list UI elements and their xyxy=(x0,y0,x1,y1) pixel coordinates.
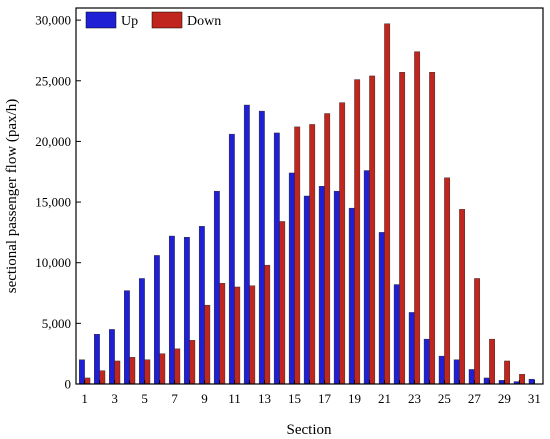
bar-down-14 xyxy=(279,221,286,385)
legend-swatch-down xyxy=(151,11,183,29)
bar-down-11 xyxy=(234,286,241,385)
bar-down-16 xyxy=(309,124,316,385)
y-tick-label: 5,000 xyxy=(42,316,71,331)
bar-down-29 xyxy=(504,360,510,385)
bar-down-13 xyxy=(264,264,271,385)
bar-up-16 xyxy=(303,195,310,385)
bar-up-1 xyxy=(79,359,85,385)
bar-up-8 xyxy=(183,237,190,385)
bar-down-1 xyxy=(84,377,91,385)
x-tick-label: 7 xyxy=(171,391,178,406)
bar-up-2 xyxy=(94,334,100,385)
bar-down-25 xyxy=(444,177,451,385)
x-tick-label: 1 xyxy=(81,391,88,406)
x-axis: 1 3 5 7 9 11 13 15 17 19 21 23 25 27 29 31 xyxy=(81,380,541,406)
bar-down-27 xyxy=(474,278,481,385)
x-tick-label: 15 xyxy=(288,391,301,406)
bar-up-28 xyxy=(483,377,490,385)
y-tick-label: 20,000 xyxy=(35,134,71,149)
x-tick-label: 23 xyxy=(408,391,421,406)
y-tick-label: 15,000 xyxy=(35,195,71,210)
bar-down-18 xyxy=(339,102,346,385)
bar-up-11 xyxy=(228,133,235,385)
bar-down-28 xyxy=(489,338,495,385)
bar-up-15 xyxy=(288,172,295,385)
bar-up-4 xyxy=(123,290,130,385)
x-axis-title: Section xyxy=(287,422,332,438)
x-tick-label: 27 xyxy=(468,391,482,406)
bar-down-21 xyxy=(384,23,391,385)
bar-up-3 xyxy=(109,329,115,385)
bar-down-6 xyxy=(159,353,166,385)
bar-down-9 xyxy=(204,304,211,385)
bar-down-15 xyxy=(294,126,301,385)
x-tick-label: 13 xyxy=(258,391,271,406)
bar-down-30 xyxy=(519,374,525,385)
legend: Up Down xyxy=(85,11,221,29)
bar-up-12 xyxy=(243,104,250,385)
bar-up-19 xyxy=(348,207,355,385)
bar-up-20 xyxy=(363,170,370,385)
x-tick-label: 11 xyxy=(228,391,241,406)
bar-down-10 xyxy=(219,283,226,385)
legend-swatch-up xyxy=(85,11,117,29)
bar-up-10 xyxy=(213,190,220,385)
bar-up-17 xyxy=(318,186,325,385)
bar-up-26 xyxy=(453,359,460,385)
bar-down-2 xyxy=(99,370,106,385)
bar-down-3 xyxy=(114,360,121,385)
bar-down-12 xyxy=(249,285,256,385)
y-axis: 0 5,000 10,000 15,000 20,000 25,000 30,000 xyxy=(35,13,81,392)
bar-up-9 xyxy=(198,226,205,385)
y-tick-label: 30,000 xyxy=(35,13,71,28)
x-tick-label: 21 xyxy=(378,391,391,406)
x-tick-label: 25 xyxy=(438,391,451,406)
y-tick-label: 0 xyxy=(65,377,72,392)
bar-down-22 xyxy=(399,72,406,385)
y-axis-title: sectional passenger flow (pax/h) xyxy=(4,99,20,294)
y-tick-label: 25,000 xyxy=(35,73,71,88)
y-tick-label: 10,000 xyxy=(35,255,71,270)
bar-up-18 xyxy=(333,190,340,385)
bar-up-22 xyxy=(393,284,400,385)
bar-down-23 xyxy=(414,51,421,385)
x-tick-label: 5 xyxy=(141,391,148,406)
bar-up-13 xyxy=(258,110,265,385)
bar-up-25 xyxy=(438,355,445,385)
bar-up-5 xyxy=(138,278,145,385)
bar-down-24 xyxy=(429,72,436,385)
bar-down-17 xyxy=(324,113,331,385)
bar-down-26 xyxy=(459,209,466,385)
bar-down-8 xyxy=(189,340,196,385)
bar-up-7 xyxy=(168,235,175,385)
bar-up-14 xyxy=(273,132,280,385)
bar-down-4 xyxy=(129,357,136,385)
bar-up-21 xyxy=(378,232,385,385)
x-tick-label: 31 xyxy=(528,391,541,406)
x-tick-label: 19 xyxy=(348,391,361,406)
x-tick-label: 9 xyxy=(201,391,208,406)
bars-layer xyxy=(79,23,535,385)
bar-down-19 xyxy=(354,79,361,385)
x-tick-label: 3 xyxy=(111,391,118,406)
bar-down-5 xyxy=(144,359,151,385)
x-tick-label: 29 xyxy=(498,391,511,406)
bar-up-6 xyxy=(153,255,160,385)
bar-down-7 xyxy=(174,348,181,385)
bar-up-23 xyxy=(408,312,415,385)
legend-label-up: Up xyxy=(121,14,138,29)
bar-up-31 xyxy=(528,378,535,385)
bar-up-27 xyxy=(468,369,475,385)
x-tick-label: 17 xyxy=(318,391,332,406)
legend-label-down: Down xyxy=(187,14,221,29)
bar-down-20 xyxy=(369,75,376,385)
bar-up-24 xyxy=(423,338,430,385)
